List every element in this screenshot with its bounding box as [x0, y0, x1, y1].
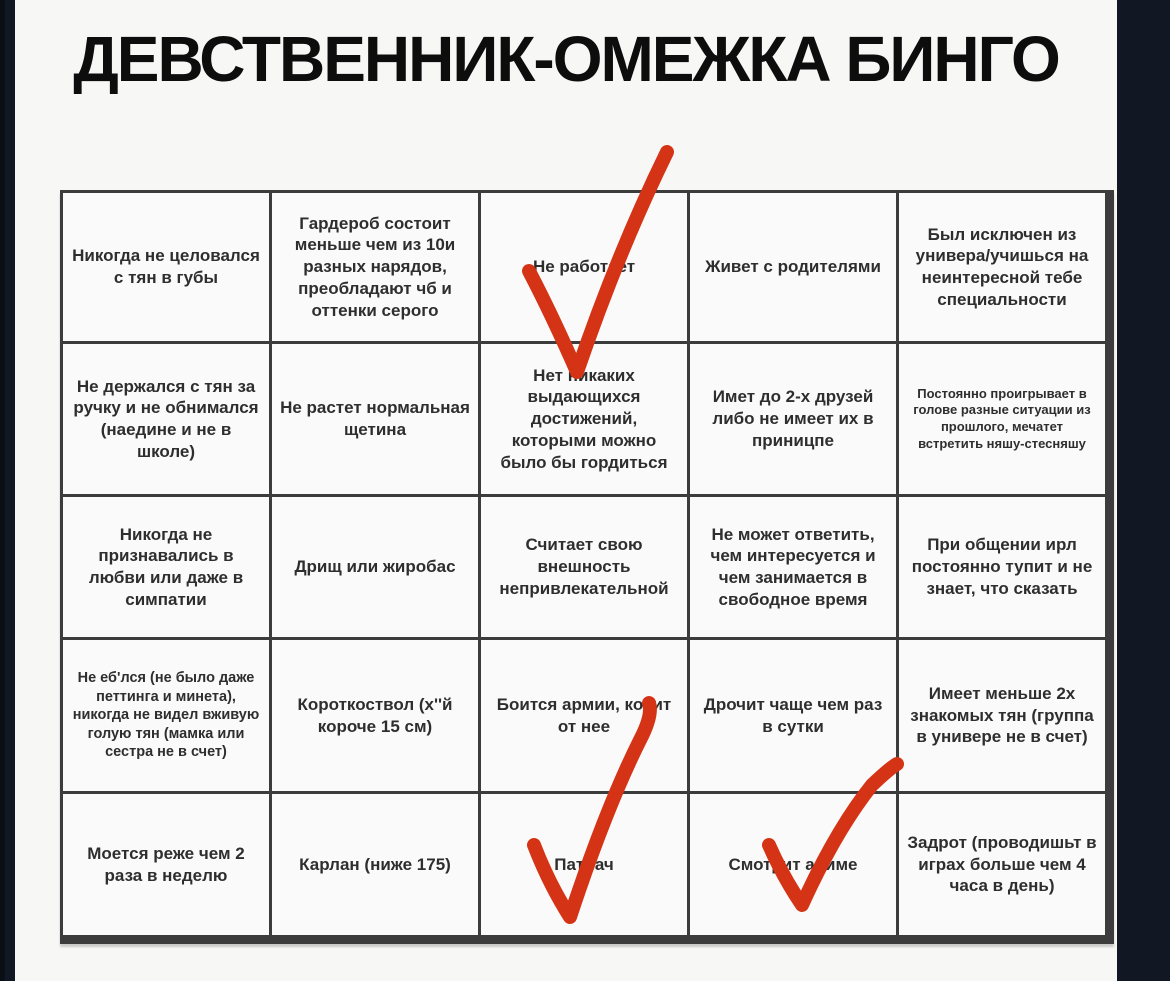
- bingo-cell: Постоянно проигрывает в голове разные си…: [899, 344, 1105, 494]
- bingo-card: ДЕВСТВЕННИК-ОМЕЖКА БИНГО Никогда не цело…: [15, 0, 1117, 981]
- page-title: ДЕВСТВЕННИК-ОМЕЖКА БИНГО: [73, 23, 1061, 95]
- background-left-strip: [0, 0, 5, 981]
- bingo-cell: Никогда не целовался с тян в губы: [63, 193, 269, 341]
- bingo-cell: Был исключен из универа/учишься на неинт…: [899, 193, 1105, 341]
- bingo-cell: Не еб'лся (не было даже петтинга и минет…: [63, 640, 269, 791]
- bingo-cell: Живет с родителями: [690, 193, 896, 341]
- bingo-cell: Карлан (ниже 175): [272, 794, 478, 935]
- bingo-grid: Никогда не целовался с тян в губы Гардер…: [60, 190, 1114, 944]
- bingo-cell: Гардероб состоит меньше чем из 10и разны…: [272, 193, 478, 341]
- bingo-cell: Имеет меньше 2х знакомых тян (группа в у…: [899, 640, 1105, 791]
- bingo-cell: Короткоствол (х''й короче 15 см): [272, 640, 478, 791]
- bingo-cell: Задрот (проводишьт в играх больше чем 4 …: [899, 794, 1105, 935]
- bingo-cell: Не может ответить, чем интересуется и че…: [690, 497, 896, 637]
- bingo-cell-checked: Смотрит аниме: [690, 794, 896, 935]
- bingo-cell: Нет никаких выдающихся достижений, котор…: [481, 344, 687, 494]
- bingo-cell: Моется реже чем 2 раза в неделю: [63, 794, 269, 935]
- bingo-cell-checked: Патлач: [481, 794, 687, 935]
- bingo-cell: При общении ирл постоянно тупит и не зна…: [899, 497, 1105, 637]
- bingo-cell: Боится армии, косит от нее: [481, 640, 687, 791]
- bingo-cell: Имет до 2-х друзей либо не имеет их в пр…: [690, 344, 896, 494]
- bingo-cell: Дрочит чаще чем раз в сутки: [690, 640, 896, 791]
- bingo-cell: Не держался с тян за ручку и не обнималс…: [63, 344, 269, 494]
- bingo-cell: Считает свою внешность непривлекательной: [481, 497, 687, 637]
- bingo-cell: Никогда не признавались в любви или даже…: [63, 497, 269, 637]
- bingo-cell: Дрищ или жиробас: [272, 497, 478, 637]
- bingo-cell: Не растет нормальная щетина: [272, 344, 478, 494]
- bingo-cell-checked: Не работает: [481, 193, 687, 341]
